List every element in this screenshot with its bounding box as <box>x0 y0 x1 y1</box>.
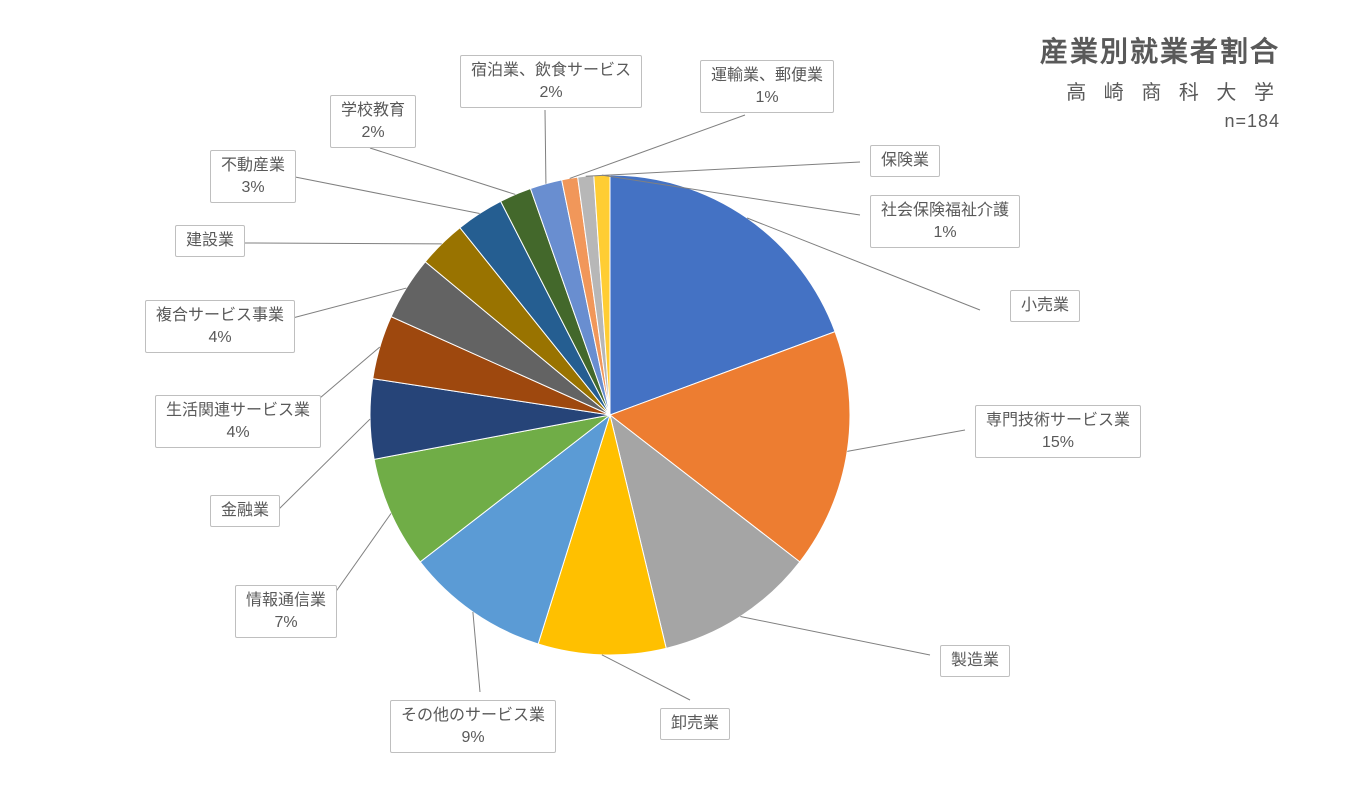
pie-label: 建設業 <box>175 225 245 257</box>
pie-label: 運輸業、郵便業 1% <box>700 60 834 113</box>
pie-label: 製造業 <box>940 645 1010 677</box>
leader-line <box>285 175 480 213</box>
pie-label-pct: 4% <box>156 327 284 349</box>
pie-label: 複合サービス事業 4% <box>145 300 295 353</box>
pie-label-text: 卸売業 <box>671 715 719 732</box>
pie-label-pct: 7% <box>246 612 326 634</box>
pie-label: 金融業 <box>210 495 280 527</box>
pie-label-text: 生活関連サービス業 <box>166 402 310 419</box>
leader-line <box>545 110 546 184</box>
pie-label-text: 製造業 <box>951 652 999 669</box>
pie-label-text: 不動産業 <box>221 157 285 174</box>
pie-label-pct: 2% <box>471 82 631 104</box>
leader-line <box>330 513 391 600</box>
leader-line <box>847 430 965 451</box>
pie-label-pct: 3% <box>221 177 285 199</box>
leader-line <box>243 243 442 244</box>
pie-label-text: 複合サービス事業 <box>156 307 284 324</box>
pie-svg <box>0 0 1350 785</box>
pie-label: 専門技術サービス業 15% <box>975 405 1141 458</box>
leader-line <box>586 162 860 176</box>
leader-line <box>473 612 480 692</box>
pie-label: 学校教育 2% <box>330 95 416 148</box>
pie-label: 社会保険福祉介護 1% <box>870 195 1020 248</box>
pie-label-text: 金融業 <box>221 502 269 519</box>
pie-label-pct: 1% <box>711 87 823 109</box>
leader-line <box>740 617 930 655</box>
pie-label: 生活関連サービス業 4% <box>155 395 321 448</box>
pie-label-pct: 4% <box>166 422 310 444</box>
pie-label-text: 学校教育 <box>341 102 405 119</box>
pie-label: 保険業 <box>870 145 940 177</box>
pie-label: その他のサービス業 9% <box>390 700 556 753</box>
pie-label-pct: 1% <box>881 222 1009 244</box>
pie-label: 宿泊業、飲食サービス 2% <box>460 55 642 108</box>
pie-label-pct: 15% <box>986 432 1130 454</box>
leader-line <box>370 148 515 194</box>
pie-label-pct: 9% <box>401 727 545 749</box>
pie-label: 情報通信業 7% <box>235 585 337 638</box>
pie-label-text: 建設業 <box>186 232 234 249</box>
pie-label-text: 保険業 <box>881 152 929 169</box>
pie-label-text: 宿泊業、飲食サービス <box>471 62 631 79</box>
pie-label: 不動産業 3% <box>210 150 296 203</box>
leader-line <box>285 288 406 320</box>
pie-label-text: 運輸業、郵便業 <box>711 67 823 84</box>
pie-label-text: 専門技術サービス業 <box>986 412 1130 429</box>
pie-label-pct: 2% <box>341 122 405 144</box>
leader-line <box>602 655 690 700</box>
pie-label-text: その他のサービス業 <box>401 707 545 724</box>
pie-label-text: 社会保険福祉介護 <box>881 202 1009 219</box>
pie-label-text: 小売業 <box>1021 297 1069 314</box>
pie-label: 小売業 <box>1010 290 1080 322</box>
pie-chart: 小売業専門技術サービス業 15% 製造業卸売業 その他のサービス業 9% 情報通信業 7% 金… <box>0 0 1350 785</box>
pie-label-text: 情報通信業 <box>246 592 326 609</box>
pie-label: 卸売業 <box>660 708 730 740</box>
